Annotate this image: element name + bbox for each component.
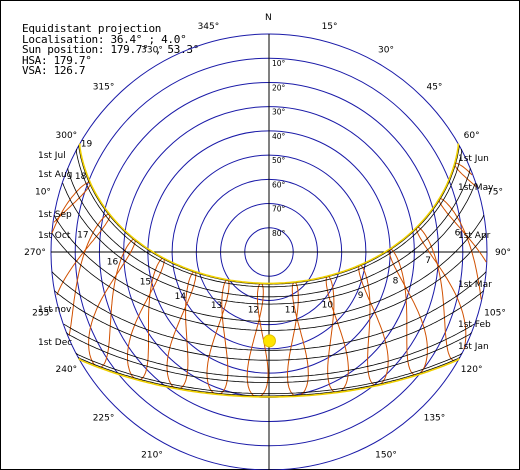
month-curve — [75, 149, 463, 288]
hour-label: 17 — [77, 231, 88, 241]
localisation-text: Localisation: 36.4° ; 4.0° — [22, 32, 187, 46]
month-curve — [51, 271, 487, 351]
month-curve — [67, 168, 471, 298]
hour-label: 10 — [322, 301, 334, 311]
azimuth-label: 120° — [461, 365, 483, 375]
altitude-label: 70° — [272, 205, 286, 214]
hour-label: 9 — [358, 291, 364, 301]
hour-label: 15 — [140, 278, 151, 288]
altitude-label: 40° — [272, 132, 286, 141]
hour-label: 6 — [455, 229, 461, 239]
hour-curve — [415, 226, 467, 362]
altitude-label: 30° — [272, 108, 286, 117]
diagram-labels: N 10° 20° 30° 40° 50° 60° 70° 80° 15° 30° 45° 60° 75… — [24, 13, 511, 461]
azimuth-label: 240° — [56, 365, 78, 375]
month-label-left: 1st Sep — [38, 210, 72, 220]
azimuth-label: 270° — [24, 248, 46, 258]
hour-label: 12 — [248, 305, 259, 315]
hour-label: 11 — [285, 305, 296, 315]
month-curve — [78, 144, 460, 285]
altitude-label: 20° — [272, 83, 286, 92]
hour-curve — [51, 181, 92, 234]
azimuth-label: 105° — [484, 309, 506, 319]
month-label-right: 1st Mar — [458, 280, 492, 290]
month-label-right: 1st May — [458, 183, 494, 193]
hour-curve — [206, 279, 230, 395]
month-curve — [62, 183, 476, 305]
hour-curve — [166, 270, 197, 390]
month-label-left: 1st Dec — [38, 338, 72, 348]
month-curve — [63, 323, 475, 378]
altitude-label: 80° — [272, 229, 286, 238]
info-panel: Equidistant projection Localisation: 36.… — [22, 22, 200, 77]
azimuth-label: 15° — [322, 22, 338, 32]
azimuth-label: 255° — [32, 309, 54, 319]
hsa-text: HSA: 179.7° — [22, 53, 92, 67]
month-curves — [51, 143, 487, 398]
altitude-label: 50° — [272, 156, 286, 165]
azimuth-label: 30° — [378, 45, 394, 55]
month-label-left: 1st nov — [38, 305, 72, 315]
month-label-right: 1st Apr — [458, 231, 491, 241]
solstice-curve — [78, 143, 460, 285]
sun-marker — [262, 334, 276, 348]
month-curve — [53, 214, 485, 322]
azimuth-label: 135° — [424, 413, 446, 423]
month-curve — [66, 332, 472, 384]
month-curve — [54, 290, 484, 361]
month-label-left: 1st Oct — [38, 231, 71, 241]
hour-label: 13 — [211, 301, 222, 311]
month-label-left: 1st Jul — [38, 151, 66, 161]
month-label-right: 1st Jun — [458, 154, 489, 164]
azimuth-label: 225° — [93, 413, 115, 423]
sun-position-text: Sun position: 179.7° , 53.3° — [22, 43, 200, 56]
azimuth-label: 10° — [35, 187, 51, 197]
projection-title: Equidistant projection — [22, 22, 162, 35]
month-curve — [75, 352, 463, 395]
hour-label: 18 — [75, 172, 87, 182]
solstice-curve — [78, 357, 460, 398]
hour-label: 7 — [425, 256, 431, 266]
month-curve — [51, 232, 487, 331]
month-label-left: 1st Aug — [38, 170, 72, 180]
vsa-text: VSA: 126.7 — [22, 64, 86, 77]
azimuth-label: 345° — [198, 22, 220, 32]
azimuth-label: 300° — [56, 131, 78, 141]
azimuth-label: 45° — [426, 83, 442, 93]
azimuth-label: 315° — [93, 83, 115, 93]
azimuth-label: 75° — [487, 187, 503, 197]
north-label: N — [265, 13, 272, 23]
altitude-label: 60° — [272, 180, 286, 189]
hour-label: 19 — [81, 140, 93, 150]
hour-curve — [287, 281, 309, 397]
month-label-right: 1st Jan — [458, 342, 489, 352]
azimuth-label: 150° — [375, 451, 397, 461]
axis-lines — [51, 34, 487, 470]
altitude-label: 10° — [272, 59, 286, 68]
azimuth-label: 60° — [464, 131, 480, 141]
hour-label: 8 — [393, 276, 399, 286]
hour-label: 16 — [107, 257, 119, 267]
hour-curve — [56, 213, 111, 336]
azimuth-label: 90° — [495, 248, 511, 258]
azimuth-label: 210° — [141, 451, 163, 461]
sun-marker-group — [262, 334, 276, 348]
hour-label: 14 — [175, 292, 187, 302]
month-label-right: 1st Feb — [458, 320, 491, 330]
azimuth-label: 330° — [141, 45, 163, 55]
month-curve — [77, 357, 461, 397]
